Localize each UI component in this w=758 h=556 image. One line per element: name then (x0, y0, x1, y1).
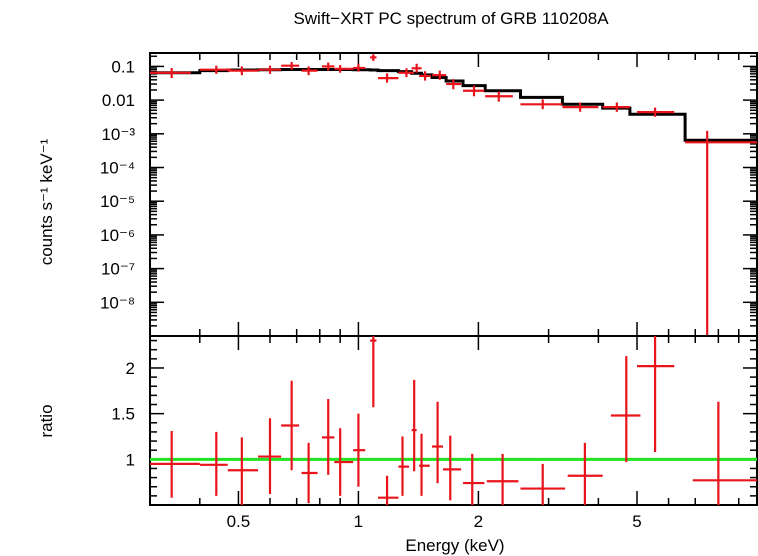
ratio-y-axis-label: ratio (37, 404, 56, 437)
ratio-point (411, 379, 417, 472)
data-point (446, 79, 462, 90)
data-point (334, 65, 354, 73)
ratio-point (398, 436, 410, 496)
y-tick-label: 10⁻³ (101, 125, 135, 144)
x-tick-label: 5 (632, 512, 641, 531)
ratio-point (637, 336, 675, 453)
data-point (637, 107, 675, 117)
spectrum-panel: 0.1 0.01 10⁻³ 10⁻⁴ 10⁻⁵ 10⁻⁶ 10⁻⁷ 10⁻⁸ (100, 52, 758, 337)
data-point (321, 62, 335, 71)
y-tick-label: 10⁻⁴ (100, 159, 135, 178)
y-tick-label: 0.01 (102, 91, 135, 110)
data-point (258, 65, 282, 74)
y-tick-label: 10⁻⁷ (101, 260, 135, 279)
spectrum-frame (149, 52, 758, 337)
data-point (150, 67, 191, 79)
ratio-point (199, 431, 228, 496)
data-point (562, 102, 599, 112)
data-point (370, 54, 377, 61)
y-tick-label: 0.1 (111, 57, 135, 76)
y-tick-label: 10⁻⁵ (100, 192, 135, 211)
data-point (520, 99, 563, 110)
data-point (602, 102, 630, 112)
ratio-point (486, 453, 519, 505)
data-point (485, 91, 513, 102)
data-point (411, 63, 422, 73)
ratio-point (227, 437, 259, 505)
ratio-point (370, 336, 377, 408)
x-tick-label: 1 (354, 512, 363, 531)
y-tick-label: 10⁻⁶ (100, 226, 135, 245)
chart-title: Swift−XRT PC spectrum of GRB 110208A (293, 9, 609, 28)
data-point (199, 65, 232, 74)
ratio-point (258, 418, 282, 495)
ratio-point (301, 442, 318, 504)
data-point (281, 62, 300, 70)
data-point (398, 68, 415, 78)
ratio-panel: 0.5 1 2 5 1 1.5 2 (111, 335, 758, 531)
spectrum-y-axis-label: counts s⁻¹ keV⁻¹ (37, 138, 56, 265)
ratio-point (692, 401, 757, 505)
ratio-point (281, 380, 300, 471)
y-tick-label: 1 (126, 450, 135, 469)
data-point (685, 130, 757, 336)
ratio-point (419, 433, 430, 496)
data-point (227, 66, 259, 76)
ratio-point (334, 428, 354, 496)
ratio-point (567, 442, 603, 505)
ratio-frame (149, 335, 758, 506)
data-point (419, 71, 431, 81)
x-axis-label: Energy (keV) (405, 536, 504, 555)
data-point (353, 63, 366, 72)
ratio-point (520, 463, 566, 505)
y-tick-label: 2 (126, 359, 135, 378)
data-point (301, 66, 318, 76)
x-tick-label: 0.5 (227, 512, 251, 531)
ratio-point (463, 453, 485, 505)
data-point (432, 70, 447, 80)
ratio-point (432, 401, 443, 484)
ratio-point (353, 413, 366, 487)
data-point (463, 85, 485, 97)
data-point (378, 73, 399, 83)
x-tick-label: 2 (474, 512, 483, 531)
ratio-point (150, 431, 200, 498)
y-tick-label: 10⁻⁸ (100, 293, 135, 312)
ratio-point (610, 356, 641, 463)
y-tick-label: 1.5 (111, 405, 135, 424)
ratio-point (442, 435, 462, 501)
ratio-point (378, 475, 399, 505)
ratio-point (321, 399, 335, 475)
